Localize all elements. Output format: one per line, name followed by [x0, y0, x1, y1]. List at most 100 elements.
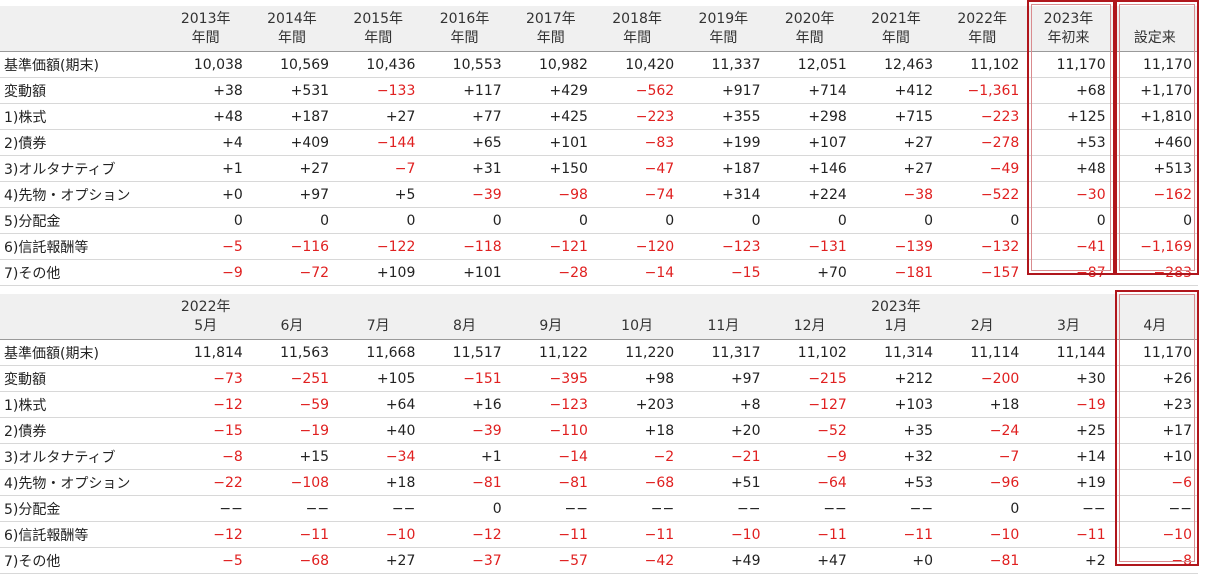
row-label: 6)信託報酬等	[0, 521, 163, 548]
table-cell: −−	[507, 495, 594, 522]
header-line-1	[1112, 298, 1198, 317]
table-cell: +32	[852, 443, 940, 470]
table-row: 5)分配金 −− −− −− 0 −− −− −− −− −− 0 −− −−	[0, 495, 1198, 522]
table-cell: +77	[421, 103, 508, 130]
row-label: 7)その他	[0, 259, 163, 286]
table-row: 変動額 +38 +531 −133 +117 +429 −562 +917 +714 +412 −1…	[0, 77, 1198, 104]
table-cell: 11,170	[1025, 51, 1112, 78]
table-cell: 0	[593, 207, 681, 234]
table-cell: +23	[1111, 391, 1198, 418]
table-cell: 11,668	[335, 339, 422, 366]
table-cell: +31	[421, 155, 508, 182]
table-cell: −14	[593, 259, 681, 286]
table-cell: +10	[1111, 443, 1198, 470]
table-row: 変動額 −73 −251 +105 −151 −395 +98 +97 −215 +212 −200…	[0, 365, 1198, 392]
header-line-2: 6月	[280, 318, 304, 334]
table-cell: 0	[248, 207, 336, 234]
table-cell: −21	[680, 443, 767, 470]
header-line-2: 年間	[277, 30, 306, 46]
table-cell: −162	[1111, 181, 1198, 208]
annual-column-header: 2019年 年間	[680, 6, 767, 52]
table-row: 5)分配金 0 0 0 0 0 0 0 0 0 0 0 0	[0, 207, 1198, 234]
monthly-column-header: 4月	[1111, 294, 1198, 340]
table-cell: +146	[766, 155, 853, 182]
table-cell: +48	[162, 103, 249, 130]
table-cell: −562	[593, 77, 681, 104]
table-cell: +51	[680, 469, 767, 496]
annual-column-header: 設定来	[1111, 6, 1198, 52]
row-label: 4)先物・オプション	[0, 469, 163, 496]
table-cell: −120	[593, 233, 681, 260]
table-cell: +105	[335, 365, 422, 392]
table-cell: +117	[421, 77, 508, 104]
table-cell: 11,114	[939, 339, 1026, 366]
table-cell: −123	[680, 233, 767, 260]
table-cell: −39	[421, 417, 508, 444]
header-line-1: 2021年	[871, 11, 921, 27]
monthly-column-header: 10月	[593, 294, 681, 340]
row-label: 1)株式	[0, 103, 163, 130]
table-cell: +18	[335, 469, 422, 496]
table-cell: +917	[680, 77, 767, 104]
header-line-2: 年間	[968, 30, 997, 46]
row-label: 6)信託報酬等	[0, 233, 163, 260]
table-cell: 0	[852, 207, 940, 234]
table-cell: +1	[162, 155, 249, 182]
monthly-column-header: 2023年 1月	[852, 294, 940, 340]
table-cell: −−	[1111, 495, 1198, 522]
table-cell: +425	[507, 103, 594, 130]
table-cell: −522	[939, 181, 1026, 208]
table-cell: +70	[766, 259, 853, 286]
header-line-2: 年間	[795, 30, 824, 46]
table-cell: −−	[680, 495, 767, 522]
table-cell: −15	[162, 417, 249, 444]
table-cell: −122	[335, 233, 422, 260]
table-cell: 10,038	[162, 51, 249, 78]
table-cell: +1	[421, 443, 508, 470]
header-line-1: 2023年	[871, 299, 921, 315]
table-cell: +298	[766, 103, 853, 130]
table-cell: −59	[248, 391, 336, 418]
table-cell: +48	[1025, 155, 1112, 182]
table-cell: 0	[335, 207, 422, 234]
header-line-1	[249, 298, 335, 317]
table-cell: −11	[248, 521, 336, 548]
table-cell: −15	[680, 259, 767, 286]
table-cell: −144	[335, 129, 422, 156]
header-line-2: 9月	[539, 318, 563, 334]
table-cell: +98	[593, 365, 681, 392]
monthly-column-header: 3月	[1025, 294, 1112, 340]
table-cell: +314	[680, 181, 767, 208]
table-cell: −181	[852, 259, 940, 286]
table-cell: +40	[335, 417, 422, 444]
table-row: 2)債券 −15 −19 +40 −39 −110 +18 +20 −52 +35 −24 +25 +1…	[0, 417, 1198, 444]
header-line-1	[421, 298, 507, 317]
annual-column-header: 2017年 年間	[507, 6, 594, 52]
table-cell: −10	[939, 521, 1026, 548]
table-cell: −98	[507, 181, 594, 208]
table-cell: +355	[680, 103, 767, 130]
table-row: 7)その他 −9 −72 +109 +101 −28 −14 −15 +70 −181 −157 −8…	[0, 259, 1198, 286]
header-line-1: 2022年	[180, 299, 231, 315]
table-cell: −81	[421, 469, 508, 496]
table-cell: −−	[766, 495, 853, 522]
annual-performance-table: 2013年 年間 2014年 年間 2015年 年間 2016年 年間 2017年 年間 2018年…	[0, 6, 1198, 286]
table-cell: −127	[766, 391, 853, 418]
table-cell: +531	[248, 77, 336, 104]
table-cell: −52	[766, 417, 853, 444]
table-cell: −123	[507, 391, 594, 418]
header-line-1: 2017年	[525, 11, 576, 27]
table-cell: +150	[507, 155, 594, 182]
table-cell: −−	[162, 495, 249, 522]
table-cell: +187	[248, 103, 336, 130]
table-cell: 11,814	[162, 339, 249, 366]
header-line-1	[680, 298, 766, 317]
monthly-column-header: 12月	[766, 294, 853, 340]
annual-column-header: 2018年 年間	[593, 6, 681, 52]
table-cell: 0	[1025, 207, 1112, 234]
annual-column-header: 2016年 年間	[421, 6, 508, 52]
table-cell: +18	[593, 417, 681, 444]
table-cell: −7	[335, 155, 422, 182]
table-cell: −10	[335, 521, 422, 548]
table-row: 4)先物・オプション +0 +97 +5 −39 −98 −74 +314 +224 −38 −52…	[0, 181, 1198, 208]
